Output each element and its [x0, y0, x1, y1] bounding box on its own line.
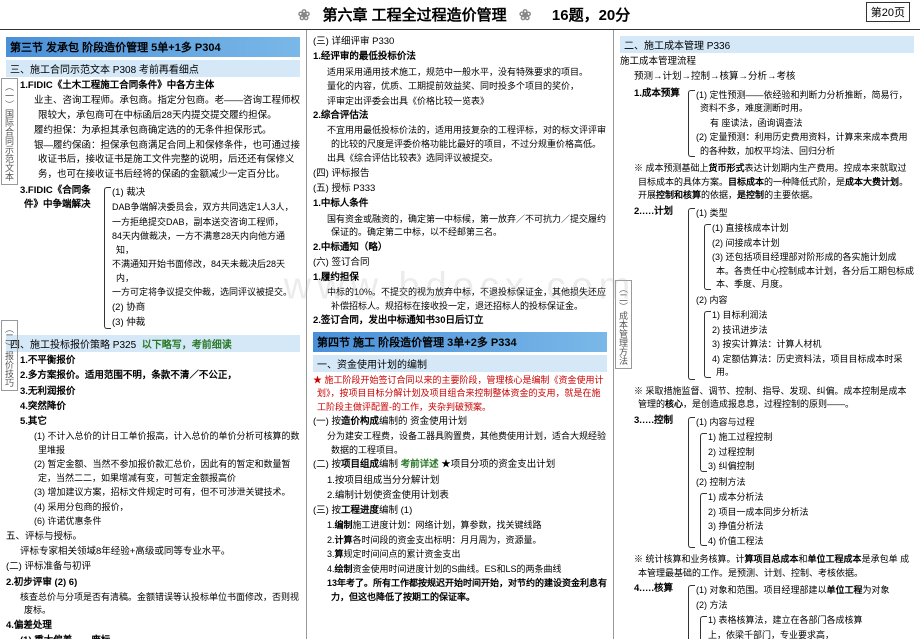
l5b: 一方拒绝提交DAB，副本送交咨询工程师， [112, 216, 300, 230]
l11: 5.其它 [20, 415, 300, 429]
l18: 评标专家相关领域8年经验+高级或同等专业水平。 [6, 545, 300, 559]
l5d: 不满通知开始书面修改，84天未裁决后28天内， [112, 258, 300, 285]
c2l11: 1.中标人条件 [313, 197, 607, 211]
l9: 3.无利润报价 [20, 385, 300, 399]
c2l2: 1.经评审的最低投标价法 [313, 50, 607, 64]
l15: (4) 采用分包商的报价， [20, 501, 300, 515]
l6a: (1) 裁决 [112, 186, 300, 200]
chapter-title: 第六章 工程全过程造价管理 [322, 7, 506, 24]
c2l3: 适用采用通用技术施工，规范中一般水平，没有特殊要求的项目。 [313, 66, 607, 80]
c2sub1: 一、资金使用计划的编制 [313, 355, 607, 372]
l22: 4.偏差处理 [6, 619, 300, 633]
b2-m: (2) 内容 1) 目标利润法 2) 技讯进步法 3) 按实计算法：计算人材机 … [696, 294, 914, 380]
b1-1: (1) 定性预测——依经验和判断力分析推断，简易行，资料不多，难度测断时用。 [696, 89, 914, 116]
b2-t: (1) 类型 (1) 直接核成本计划 (2) 间接成本计划 (3) 还包括项目经… [696, 207, 914, 292]
b4-1: (1) 对象和范围。项目经理部建以单位工程为对象 [696, 584, 914, 598]
c2l12: 国有资金或融资的，确定第一中标候，第一放弃／不可抗力／提交履约保证的。确定第二中… [313, 213, 607, 240]
content-columns: 第三节 发承包 阶段造价管理 5单+1多 P304 三、施工合同示范文本 P30… [0, 30, 920, 639]
page-header: ❀ 第六章 工程全过程造价管理 ❀ 16题，20分 第20页 [0, 0, 920, 30]
b2-label: 2.….计划 [634, 205, 684, 383]
b2-note: ※ 采取措施监督、调节、控制、指导、发现、纠偏。成本控制是成本管理的核心，是创造… [634, 385, 914, 412]
c2l13: 2.中标通知（略） [313, 241, 607, 255]
l2: 业主、咨询工程师。承包商。指定分包商。老——咨询工程师权限较大，承包商可在中标函… [20, 94, 300, 123]
b1-label: 1.成本预算 [634, 87, 684, 161]
l21: 核查总价与分项是否有清稿。金额错误等认投标单位书面修改，否则视废标。 [6, 591, 300, 618]
c2l25: 2.计算各时间段的资金支出标明：月月周为，资源量。 [313, 534, 607, 548]
vlabel-3: （二）成本管理方法 [615, 280, 632, 369]
b3-note: ※ 统计核算和业务核算。计算项目总成本和单位工程成本是承包单 成本管理最基础的工… [634, 553, 914, 580]
c3l2: 预测→计划→控制→核算→分析→考核 [620, 70, 914, 84]
c2l7: 不宜用用最低投标价法的，适用用技复杂的工程评标，对的标文评评审的比较的尺度是评委… [313, 124, 607, 151]
l1: 1.FIDIC《土木工程施工合同条件》中各方主体 [20, 79, 300, 93]
b1-3: (2) 定量预测：利用历史费用资料，计算来来成本费用的各种数，加权平均法、回归分… [696, 131, 914, 158]
column-3: 二、施工成本管理 P336 施工成本管理流程 预测→计划→控制→核算→分析→考核… [614, 30, 920, 639]
page-number: 第20页 [866, 2, 910, 22]
l5c: 84天内做裁决，一方不满意28天内向他方通知， [112, 230, 300, 257]
sec4-title: 第四节 施工 阶段造价管理 3单+2多 P334 [313, 332, 607, 352]
c2l8: 出具《综合评估比较表》选同评议被提交。 [313, 152, 607, 166]
c2l5: 评审定出评委会出具《价格比较一览表》 [313, 95, 607, 109]
l6b: (2) 协商 [112, 301, 300, 315]
l8: 2.多方案报价。适用范围不明，条款不清／不公正， [20, 369, 300, 383]
l17: 五、评标与授标。 [6, 530, 300, 544]
c2l6: 2.综合评估法 [313, 109, 607, 123]
l5e: 一方可定将争议提交仲裁，选同评议被提交。 [112, 286, 300, 300]
b4-label: 4.….核算 [634, 582, 684, 639]
c2l1: (三) 详细评审 P330 [313, 35, 607, 49]
c2l16: 中标的10%。不提交的视为放弃中标，不退投标保证金，其他损失还应补偿招标人。规招… [313, 286, 607, 313]
l4: 银—履约保函：担保承包商满足合同上和保修条件，也可通过接收证书后，接收证书是施工… [20, 139, 300, 182]
b1-2: 有 座读法，函询调查法 [696, 117, 914, 131]
c2l18: (一) 按造价构成编制的 资金使用计划 [313, 415, 607, 429]
c2l17: 2.签订合同，发出中标通知书30日后订立 [313, 314, 607, 328]
c2l15: 1.履约担保 [313, 271, 607, 285]
c3sub2: 二、施工成本管理 P336 [620, 36, 914, 53]
l6c: (3) 仲裁 [112, 316, 300, 330]
l3: 履约担保：为承担其承包商确定选的的无条件担保形式。 [20, 124, 300, 138]
c2l4: 量化的内容，优质、工期提前效益奖、同时投多个项目的奖价， [313, 80, 607, 94]
l10: 4.突然降价 [20, 400, 300, 414]
l6: 3.FIDIC《合同条件》中争端解决 [20, 184, 100, 332]
c2l23: (三) 按工程进度编制 (1) [313, 504, 607, 518]
l7: 1.不平衡报价 [20, 354, 300, 368]
c2l20: (二) 按项目组成编制 考前详述 ★项目分项的资金支出计划 [313, 458, 607, 472]
c2l9: (四) 评标报告 [313, 167, 607, 181]
chapter-meta: 16题，20分 [552, 7, 630, 24]
sub4: 四、施工投标报价策略 P325 以下略写，考前细读 [6, 335, 300, 352]
flower-left: ❀ [298, 7, 311, 24]
c2l26: 3.算规定时间间点的累计资金支出 [313, 548, 607, 562]
l12: (1) 不计入总价的计日工单价报高，计入总价的单价分析可核算的数里堆报 [20, 430, 300, 457]
c2l22: 2.编制计划使资金使用计划表 [313, 489, 607, 503]
c2l19: 分为建安工程费，设备工器具购置费，其他费使用计划，适合大规经验数据的工程项目。 [313, 430, 607, 457]
l14: (3) 增加建议方案，招标文件规定时可有，但不可涉泄关键技术。 [20, 486, 300, 500]
sub3: 三、施工合同示范文本 P308 考前再看细点 [6, 60, 300, 77]
c2l14: (六) 签订合同 [313, 256, 607, 270]
c3l1: 施工成本管理流程 [620, 55, 914, 69]
l13: (2) 暂定金额、当然不参加报价款汇总价，因此有的暂定和数量暂定，当然二二，如果… [20, 458, 300, 485]
vlabel-2: （二）报价技巧 [1, 320, 18, 391]
column-2: (三) 详细评审 P330 1.经评审的最低投标价法 适用采用通用技术施工，规范… [307, 30, 614, 639]
c2sub1note: ★ 施工阶段开始签订合同以来的主要阶段，管理核心是编制《资金使用计划》，按项目目… [313, 374, 607, 415]
c2l28: 13年考了。所有工作都按规迟开始时间开始，对节约的建设资金利息有力，但这也降低了… [313, 577, 607, 604]
b1-note: ※ 成本预测基础上货币形式表达计划期内生产费用。控成本来就取过目标成本的具体方案… [634, 162, 914, 203]
c2l10: (五) 授标 P333 [313, 182, 607, 196]
b3-label: 3.….控制 [634, 414, 684, 552]
c2l21: 1.按项目组成当分分解计划 [313, 474, 607, 488]
column-1: 第三节 发承包 阶段造价管理 5单+1多 P304 三、施工合同示范文本 P30… [0, 30, 307, 639]
l5a: DAB争端解决委员会，双方共同选定1人3人， [112, 201, 300, 215]
l16: (6) 许诺优惠条件 [20, 515, 300, 529]
l19: (二) 评标准备与初评 [6, 560, 300, 574]
c2l24: 1.编制施工进度计划：网络计划，算参数，找关键线路 [313, 519, 607, 533]
l20: 2.初步评审 (2) 6) [6, 576, 300, 590]
flower-right: ❀ [519, 7, 532, 24]
c2l27: 4.绘制资金使用时间进度计划的S曲线。ES和LS的两条曲线 [313, 563, 607, 577]
vlabel-1: （一）国际合同示范文本 [1, 78, 18, 185]
sec3-title: 第三节 发承包 阶段造价管理 5单+1多 P304 [6, 37, 300, 57]
